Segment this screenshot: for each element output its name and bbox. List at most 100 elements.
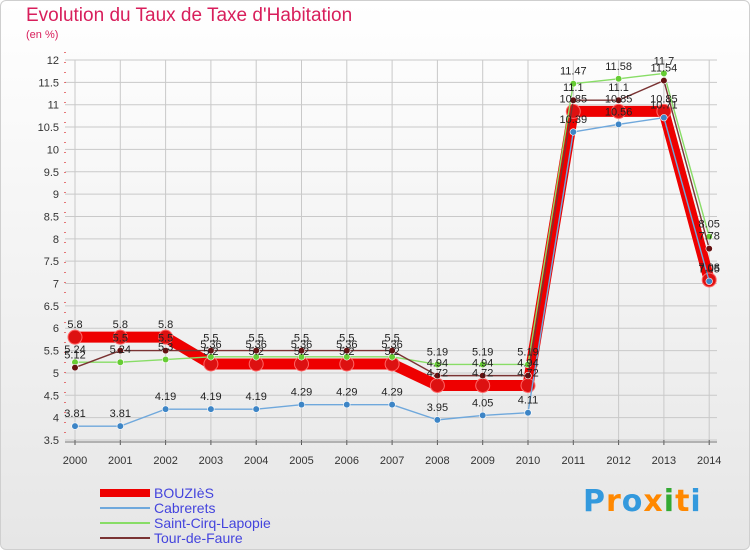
series-layer <box>67 69 717 430</box>
data-label: 11.1 <box>563 82 584 94</box>
legend-swatch <box>100 489 150 497</box>
data-label: 5.36 <box>336 339 357 351</box>
data-label: 5.19 <box>427 346 448 358</box>
data-label: 4.29 <box>381 387 402 399</box>
data-point <box>433 416 442 424</box>
data-label: 4.19 <box>245 391 266 403</box>
data-label: 7.78 <box>698 231 719 243</box>
axes: 3.5 4 4.5 5 5.5 6 6.5 7 7.5 8 8.5 9 9.5 10 10.5 11 11.5 1… <box>38 52 721 467</box>
data-point <box>297 401 306 409</box>
logo-letter: o <box>621 484 644 519</box>
data-point <box>252 405 260 413</box>
data-label: 5.5 <box>203 333 218 345</box>
data-point <box>71 422 79 430</box>
legend-item-saint-cirq-lapopie: Saint-Cirq-Lapopie <box>100 515 271 531</box>
y-tick-label: 12 <box>47 55 59 67</box>
data-point <box>569 80 577 88</box>
y-tick-label: 7.5 <box>44 256 59 268</box>
data-label: 4.19 <box>200 391 221 403</box>
data-point <box>252 346 260 355</box>
data-label: 5.36 <box>200 339 221 351</box>
data-label: 5.36 <box>245 339 266 351</box>
legend-item-cabrerets: Cabrerets <box>100 500 215 516</box>
x-tick-label: 2002 <box>153 455 177 467</box>
data-point <box>614 120 623 128</box>
data-label: 11.7 <box>654 55 675 67</box>
data-label: 7.05 <box>698 263 719 275</box>
data-point <box>433 372 442 380</box>
x-tick-label: 2013 <box>652 455 676 467</box>
data-point <box>116 358 124 366</box>
data-point <box>479 360 487 369</box>
data-label: 4.29 <box>336 387 357 399</box>
data-label: 5.8 <box>113 319 128 331</box>
data-label: 5.5 <box>158 333 173 345</box>
data-label: 5.12 <box>64 350 85 362</box>
x-tick-label: 2000 <box>63 455 87 467</box>
data-point <box>614 75 623 83</box>
data-point <box>162 405 170 413</box>
data-label: 4.11 <box>518 395 539 407</box>
data-label: 10.56 <box>605 106 633 118</box>
data-point <box>116 422 124 430</box>
data-labels: 5.8 5.8 5.8 5.2 5.2 5.2 5.2 5.2 4.72 4.72 4.72 10.8… <box>64 55 720 420</box>
data-point <box>569 96 577 104</box>
y-tick-label: 5.5 <box>44 346 59 358</box>
logo-letter: P <box>583 484 606 519</box>
data-point <box>479 411 487 420</box>
y-tick-label: 11.5 <box>38 77 59 89</box>
data-label: 3.81 <box>64 408 85 420</box>
data-label: 10.85 <box>605 93 633 105</box>
data-label: 4.94 <box>427 358 448 370</box>
x-tick-label: 2001 <box>108 455 132 467</box>
data-point <box>660 69 668 78</box>
y-tick-label: 4.5 <box>44 390 59 402</box>
data-point <box>524 409 532 417</box>
logo-letter: i <box>663 484 676 519</box>
data-point <box>524 372 532 380</box>
data-point <box>162 346 170 355</box>
data-label: 5.8 <box>158 319 173 331</box>
legend-label: Tour-de-Faure <box>154 530 243 546</box>
x-tick-label: 2008 <box>425 455 449 467</box>
data-point <box>67 329 83 345</box>
y-tick-label: 10.5 <box>38 122 59 134</box>
data-point <box>112 329 128 345</box>
data-label: 3.81 <box>110 408 131 420</box>
data-label: 8.05 <box>698 219 719 231</box>
logo-letter: i <box>690 484 702 519</box>
data-label: 4.72 <box>472 367 493 379</box>
data-label: 5.24 <box>64 344 85 356</box>
y-tick-label: 8.5 <box>44 211 59 223</box>
data-point <box>433 360 442 369</box>
data-label: 11.1 <box>608 82 629 94</box>
data-label: 10.85 <box>650 93 678 105</box>
proxiti-logo: Proxiti <box>583 484 702 519</box>
data-label: 4.72 <box>517 367 538 379</box>
y-tick-label: 7 <box>53 279 59 291</box>
data-point <box>705 245 713 253</box>
data-point <box>343 401 351 409</box>
x-tick-label: 2005 <box>289 455 313 467</box>
chart-subtitle: (en %) <box>26 29 59 41</box>
data-label: 4.05 <box>472 397 493 409</box>
data-label: 10.85 <box>560 93 588 105</box>
data-label: 4.29 <box>291 387 312 399</box>
x-tick-label: 2010 <box>516 455 540 467</box>
x-tick-label: 2007 <box>380 455 404 467</box>
logo-letter: r <box>606 484 622 519</box>
data-label: 4.72 <box>427 367 448 379</box>
data-point <box>660 114 668 122</box>
data-point <box>71 363 79 372</box>
data-point <box>207 346 215 355</box>
data-label: 11.58 <box>605 61 632 73</box>
y-tick-label: 11 <box>48 100 59 112</box>
y-tick-label: 8 <box>53 234 59 246</box>
data-point <box>162 355 170 364</box>
data-label: 5.2 <box>339 346 354 358</box>
data-point <box>297 346 306 355</box>
legend-swatch <box>100 522 150 524</box>
data-label: 5.3 <box>158 342 173 354</box>
data-label: 4.19 <box>155 391 176 403</box>
